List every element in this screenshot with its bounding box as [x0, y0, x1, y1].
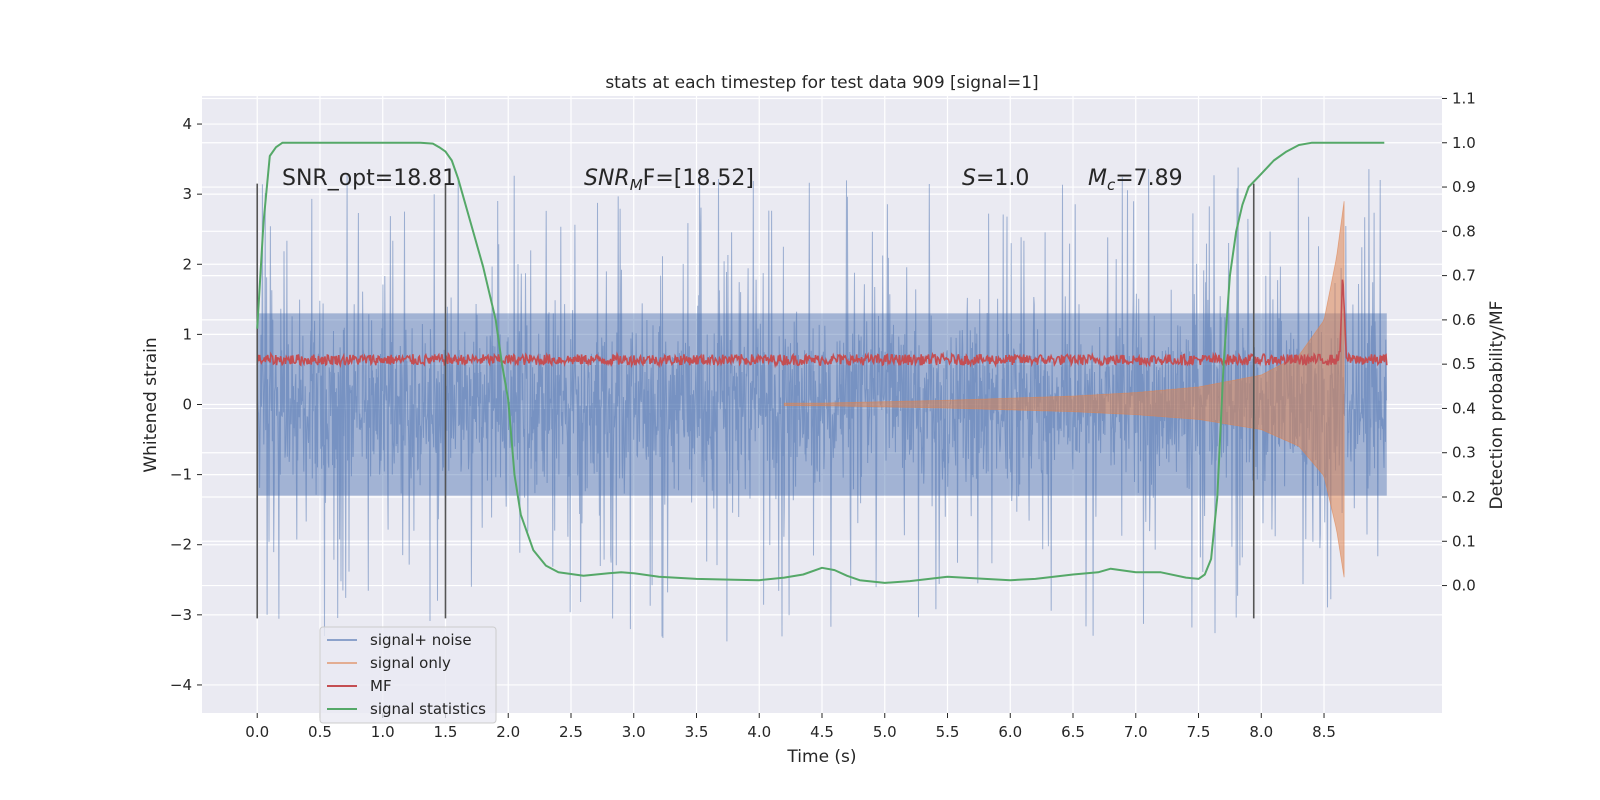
annotation-snr-mf-main: SNR — [584, 166, 630, 191]
signal-only-line — [783, 201, 1345, 578]
x-tick-label: 5.0 — [873, 723, 897, 741]
y-right-tick-label: 0.4 — [1452, 399, 1476, 417]
legend-label: MF — [370, 677, 392, 695]
y-tick-label: −2 — [170, 536, 192, 554]
annotation-snr-opt: SNR_opt=18.81 — [282, 166, 456, 191]
signal-statistics-line — [256, 141, 1385, 584]
y-tick-label: −3 — [170, 606, 192, 624]
x-tick-label: 2.5 — [559, 723, 583, 741]
y-right-tick-label: 1.1 — [1452, 89, 1476, 107]
y-right-tick-label: 0.2 — [1452, 488, 1476, 506]
legend-label: signal statistics — [370, 700, 486, 718]
chart-title: stats at each timestep for test data 909… — [605, 73, 1038, 93]
legend-box — [319, 626, 497, 724]
y-right-tick-label: 0.5 — [1452, 355, 1476, 373]
annotation-snr-mf-rest: F=[18.52] — [643, 166, 754, 191]
y-right-tick-label: 0.6 — [1452, 311, 1476, 329]
annotation-s-main: S — [962, 166, 976, 191]
y-axis-right-ticks: 0.0 0.1 0.2 0.3 0.4 0.5 0.6 0.7 0.8 0.9 1.0 1.1 — [1442, 89, 1476, 595]
y-right-tick-label: 0.7 — [1452, 267, 1476, 285]
y-right-tick-label: 0.9 — [1452, 178, 1476, 196]
y-tick-label: 4 — [182, 115, 192, 133]
x-axis-ticks: 0.0 0.5 1.0 1.5 2.0 2.5 3.0 3.5 4.0 4.5 5.0 5.5 6.0 6… — [245, 713, 1336, 741]
legend: signal+ noise signal only MF signal statist… — [319, 626, 497, 724]
x-tick-label: 1.0 — [371, 723, 395, 741]
vertical-markers — [256, 183, 1255, 619]
x-tick-label: 7.5 — [1187, 723, 1211, 741]
x-tick-label: 8.5 — [1312, 723, 1336, 741]
y-right-tick-label: 0.0 — [1452, 577, 1476, 595]
x-tick-label: 1.5 — [434, 723, 458, 741]
y-right-tick-label: 0.3 — [1452, 444, 1476, 462]
y-tick-label: 0 — [182, 396, 192, 414]
x-axis-label: Time (s) — [786, 747, 856, 767]
y-tick-label: −1 — [170, 466, 192, 484]
x-tick-label: 2.0 — [496, 723, 520, 741]
y-tick-label: 3 — [182, 185, 192, 203]
y-axis-ticks: −4 −3 −2 −1 0 1 2 3 4 — [170, 115, 202, 694]
legend-label: signal only — [370, 654, 451, 672]
y-right-tick-label: 0.1 — [1452, 532, 1476, 550]
x-tick-label: 4.5 — [810, 723, 834, 741]
annotation-s: S=1.0 — [962, 166, 1029, 191]
x-tick-label: 6.5 — [1061, 723, 1085, 741]
annotation-mc-main: M — [1088, 166, 1107, 191]
series-signal-only — [783, 201, 1345, 578]
y-axis-right-label: Detection probability/MF — [1487, 301, 1507, 510]
x-tick-label: 0.5 — [308, 723, 332, 741]
x-tick-label: 7.0 — [1124, 723, 1148, 741]
y-tick-label: −4 — [170, 676, 192, 694]
x-tick-label: 0.0 — [245, 723, 269, 741]
annotation-snr-mf: SNRMF=[18.52] — [584, 166, 754, 194]
x-tick-label: 3.0 — [622, 723, 646, 741]
annotation-mc: Mc=7.89 — [1088, 166, 1183, 194]
annotation-s-rest: =1.0 — [976, 166, 1029, 191]
y-right-tick-label: 1.0 — [1452, 134, 1476, 152]
x-tick-label: 3.5 — [685, 723, 709, 741]
annotation-snr-mf-sub: M — [630, 176, 643, 194]
x-tick-label: 6.0 — [998, 723, 1022, 741]
annotation-mc-sub: c — [1107, 176, 1116, 194]
x-tick-label: 8.0 — [1249, 723, 1273, 741]
y-axis-label: Whitened strain — [141, 337, 161, 472]
y-right-tick-label: 0.8 — [1452, 222, 1476, 240]
y-tick-label: 2 — [182, 255, 192, 273]
legend-label: signal+ noise — [370, 631, 472, 649]
x-tick-label: 4.0 — [747, 723, 771, 741]
annotation-mc-rest: =7.89 — [1115, 166, 1182, 191]
series-signal-statistics — [256, 141, 1385, 584]
y-tick-label: 1 — [182, 325, 192, 343]
x-tick-label: 5.5 — [936, 723, 960, 741]
